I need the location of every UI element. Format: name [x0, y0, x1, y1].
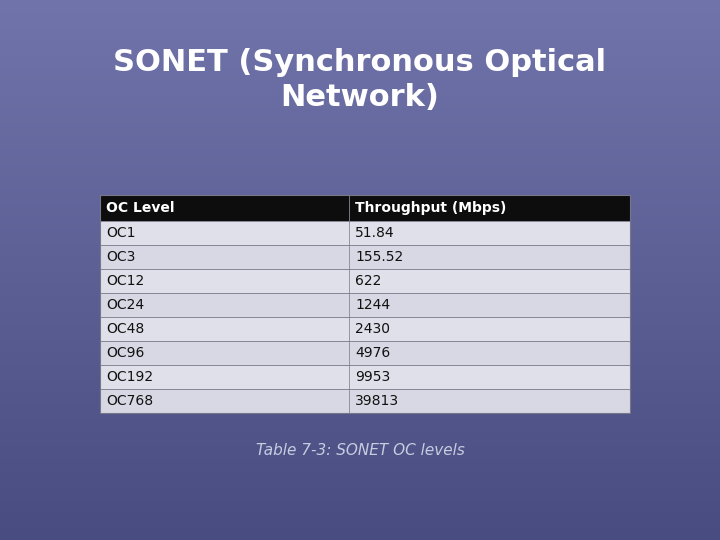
Text: 9953: 9953: [355, 370, 390, 384]
Text: OC3: OC3: [106, 250, 135, 264]
Text: 39813: 39813: [355, 394, 399, 408]
Text: 622: 622: [355, 274, 382, 288]
Text: Table 7-3: SONET OC levels: Table 7-3: SONET OC levels: [256, 443, 464, 458]
Bar: [100, 195, 630, 221]
Text: OC768: OC768: [106, 394, 153, 408]
Text: 4976: 4976: [355, 346, 390, 360]
Bar: [100, 245, 630, 269]
Text: SONET (Synchronous Optical
Network): SONET (Synchronous Optical Network): [114, 48, 606, 112]
Text: Throughput (Mbps): Throughput (Mbps): [355, 201, 506, 215]
Bar: [100, 341, 630, 365]
Bar: [100, 269, 630, 293]
Text: OC12: OC12: [106, 274, 144, 288]
Text: OC Level: OC Level: [106, 201, 174, 215]
Text: 155.52: 155.52: [355, 250, 403, 264]
Bar: [100, 389, 630, 413]
Text: 51.84: 51.84: [355, 226, 395, 240]
Text: 2430: 2430: [355, 322, 390, 336]
Bar: [100, 221, 630, 245]
Text: OC96: OC96: [106, 346, 145, 360]
Bar: [100, 317, 630, 341]
Bar: [100, 365, 630, 389]
Text: OC48: OC48: [106, 322, 144, 336]
Text: 1244: 1244: [355, 298, 390, 312]
Text: OC1: OC1: [106, 226, 135, 240]
Bar: [100, 195, 630, 413]
Text: OC24: OC24: [106, 298, 144, 312]
Bar: [100, 293, 630, 317]
Text: OC192: OC192: [106, 370, 153, 384]
